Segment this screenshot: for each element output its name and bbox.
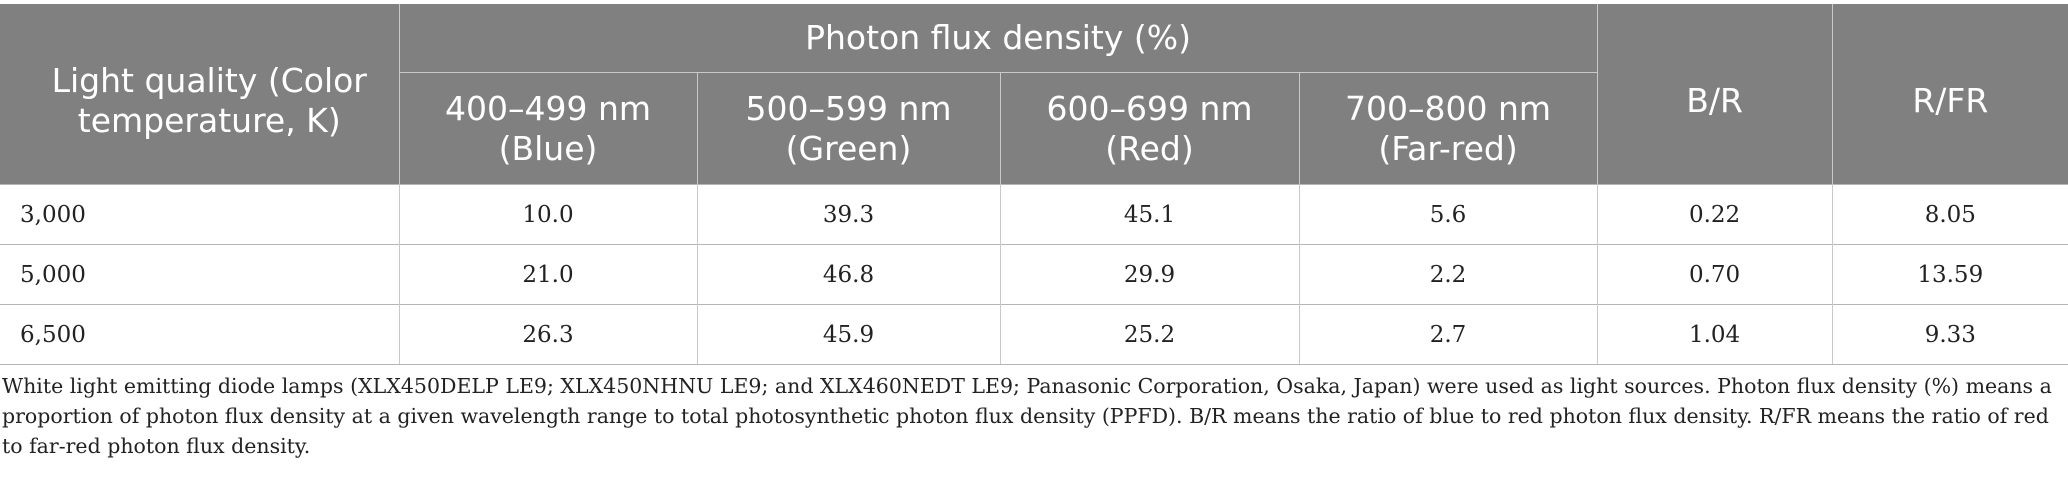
header-light-quality: Light quality (Color temperature, K) [0, 4, 400, 185]
cell-far-red: 2.2 [1298, 244, 1598, 305]
photon-flux-table: Light quality (Color temperature, K) Pho… [0, 4, 2068, 365]
cell-green: 46.8 [696, 244, 1000, 305]
header-rfr: R/FR [1831, 4, 2068, 185]
table-row: 6,500 26.3 45.9 25.2 2.7 1.04 9.33 [0, 304, 2068, 365]
header-photon-flux-density: Photon flux density (%) [398, 4, 1598, 73]
cell-temp: 6,500 [0, 304, 399, 365]
table-footnote: White light emitting diode lamps (XLX450… [2, 374, 2052, 458]
band-range: 400–499 nm [444, 88, 652, 128]
cell-br: 0.70 [1596, 244, 1833, 305]
cell-far-red: 2.7 [1298, 304, 1598, 365]
cell-blue: 26.3 [398, 304, 697, 365]
cell-far-red: 5.6 [1298, 184, 1598, 245]
cell-blue: 10.0 [398, 184, 697, 245]
band-name: (Far-red) [1378, 128, 1518, 168]
cell-br: 0.22 [1596, 184, 1833, 245]
header-band-blue: 400–499 nm (Blue) [398, 72, 698, 185]
band-name: (Red) [1105, 128, 1194, 168]
cell-br: 1.04 [1596, 304, 1833, 365]
data-table-container: Light quality (Color temperature, K) Pho… [0, 4, 2068, 365]
cell-temp: 5,000 [0, 244, 399, 305]
cell-blue: 21.0 [398, 244, 697, 305]
cell-rfr: 8.05 [1831, 184, 2068, 245]
table-body: 3,000 10.0 39.3 45.1 5.6 0.22 8.05 5,000… [0, 184, 2068, 365]
table-header: Light quality (Color temperature, K) Pho… [0, 4, 2068, 185]
cell-rfr: 13.59 [1831, 244, 2068, 305]
header-band-green: 500–599 nm (Green) [696, 72, 1001, 185]
cell-rfr: 9.33 [1831, 304, 2068, 365]
cell-red: 29.9 [999, 244, 1299, 305]
cell-green: 45.9 [696, 304, 1000, 365]
table-row: 3,000 10.0 39.3 45.1 5.6 0.22 8.05 [0, 184, 2068, 245]
header-band-far-red: 700–800 nm (Far-red) [1298, 72, 1598, 185]
header-br: B/R [1596, 4, 1833, 185]
cell-red: 45.1 [999, 184, 1299, 245]
header-band-red: 600–699 nm (Red) [999, 72, 1300, 185]
band-range: 500–599 nm [745, 88, 952, 128]
band-range: 700–800 nm [1345, 88, 1552, 128]
band-range: 600–699 nm [1046, 88, 1253, 128]
cell-green: 39.3 [696, 184, 1000, 245]
band-name: (Blue) [498, 128, 598, 168]
cell-red: 25.2 [999, 304, 1299, 365]
table-row: 5,000 21.0 46.8 29.9 2.2 0.70 13.59 [0, 244, 2068, 305]
cell-temp: 3,000 [0, 184, 399, 245]
band-name: (Green) [785, 128, 912, 168]
